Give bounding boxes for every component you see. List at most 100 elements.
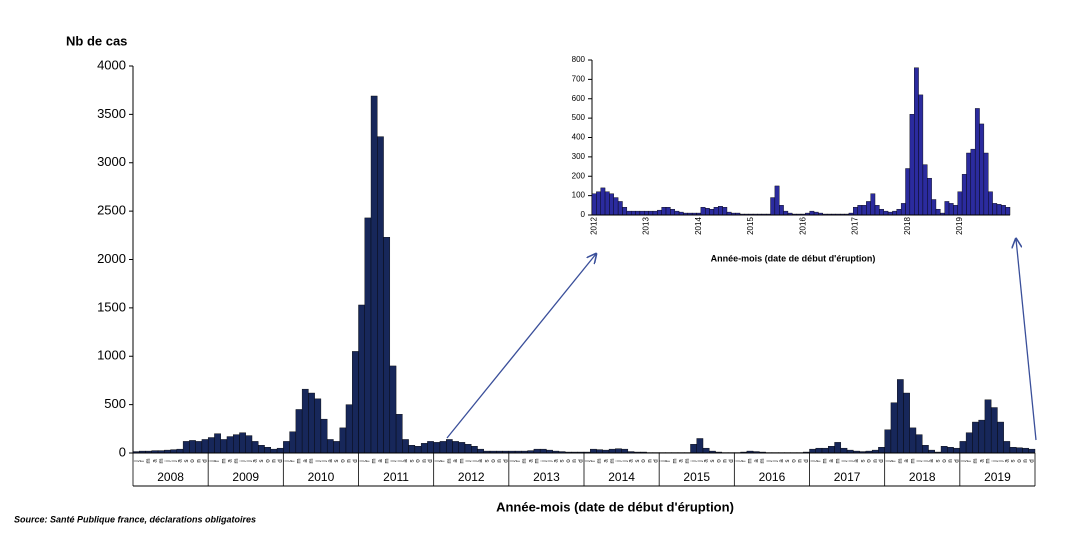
x-tick-label: n	[873, 459, 879, 462]
x-tick-label: j	[510, 460, 516, 462]
x-tick-label: a	[904, 459, 910, 463]
x-tick-label: n	[572, 459, 578, 462]
bar	[604, 191, 610, 216]
y-tick-label: 100	[572, 191, 586, 200]
x-tick-label: s	[935, 460, 941, 463]
x-tick-label: f	[441, 460, 447, 462]
bar	[961, 174, 967, 216]
bar	[239, 432, 246, 454]
x-tick-label: d	[1029, 459, 1035, 462]
y-tick-label: 0	[581, 210, 586, 219]
x-tick-label: d	[503, 459, 509, 462]
bar	[201, 439, 209, 454]
bar	[596, 449, 603, 454]
x-tick-label: d	[954, 459, 960, 462]
arrow	[1016, 239, 1037, 441]
bar	[965, 432, 973, 454]
bar	[774, 185, 780, 216]
y-tick-label: 600	[572, 94, 586, 103]
x-tick-label: m	[748, 459, 754, 464]
bar	[884, 429, 892, 454]
bar	[828, 446, 835, 454]
y-axis-title: Nb de cas	[66, 33, 127, 48]
x-tick-label: a	[1004, 459, 1010, 463]
bar	[609, 193, 614, 216]
year-label: 2009	[232, 470, 259, 484]
bar	[226, 436, 234, 454]
bar	[914, 67, 919, 216]
x-tick-label: 2013	[642, 217, 651, 235]
x-tick-label: j	[547, 460, 553, 462]
x-tick-label: j	[616, 460, 622, 462]
y-tick-label: 400	[572, 133, 586, 142]
x-tick-label: n	[798, 459, 804, 462]
x-tick-label: o	[641, 459, 647, 463]
x-tick-label: j	[466, 460, 472, 462]
year-label: 2012	[458, 470, 485, 484]
x-tick-label: j	[697, 460, 703, 462]
x-tick-label: a	[403, 459, 409, 463]
x-axis-title: Année-mois (date de début d'éruption)	[496, 499, 734, 514]
x-tick-label: a	[328, 459, 334, 463]
bar	[326, 439, 334, 454]
bar	[783, 210, 789, 216]
x-tick-label: s	[484, 460, 490, 463]
x-tick-label: n	[948, 459, 954, 462]
x-tick-label: j	[917, 460, 923, 462]
bar	[861, 205, 867, 216]
x-tick-label: a	[704, 459, 710, 463]
x-tick-label: d	[879, 459, 885, 462]
bar	[834, 442, 842, 454]
x-tick-label: a	[178, 459, 184, 463]
x-tick-label: j	[660, 460, 666, 462]
bar	[718, 206, 723, 216]
x-tick-label: m	[672, 459, 678, 464]
bar	[702, 447, 710, 454]
bar	[477, 448, 484, 454]
bar	[648, 210, 654, 216]
x-tick-label: j	[773, 460, 779, 462]
x-tick-label: m	[146, 459, 152, 464]
bar	[918, 94, 924, 216]
x-tick-label: n	[497, 459, 503, 462]
y-tick-label: 3500	[97, 106, 126, 121]
bar	[809, 210, 815, 216]
bar	[626, 210, 632, 216]
x-tick-label: f	[591, 460, 597, 462]
bar	[621, 448, 629, 454]
x-tick-label: j	[998, 460, 1004, 462]
bar	[700, 207, 706, 216]
bar	[922, 445, 929, 454]
x-tick-label: f	[741, 460, 747, 462]
x-tick-label: n	[723, 459, 729, 462]
x-tick-label: d	[203, 459, 209, 462]
bar	[427, 441, 434, 454]
bar	[464, 444, 472, 454]
bar	[308, 392, 315, 454]
bar	[959, 441, 967, 454]
bar	[245, 435, 253, 454]
bar	[935, 208, 941, 216]
bar	[1009, 446, 1017, 454]
y-tick-label: 800	[572, 55, 586, 64]
x-tick-label: m	[372, 459, 378, 464]
bar	[345, 404, 353, 454]
x-tick-label: n	[347, 459, 353, 462]
x-tick-label: j	[134, 460, 140, 462]
bar	[992, 203, 998, 216]
bar	[170, 449, 178, 454]
bar	[857, 205, 863, 216]
x-tick-label: o	[190, 459, 196, 463]
bar	[953, 447, 961, 454]
x-tick-label: 2015	[746, 217, 755, 235]
bar	[264, 446, 272, 454]
x-tick-label: a	[604, 459, 610, 463]
bar	[276, 447, 284, 454]
bar	[997, 421, 1004, 454]
x-tick-label: s	[560, 460, 566, 463]
x-tick-label: f	[516, 460, 522, 462]
bar	[815, 447, 823, 454]
x-tick-label: 2019	[955, 217, 964, 235]
bar	[770, 197, 776, 216]
